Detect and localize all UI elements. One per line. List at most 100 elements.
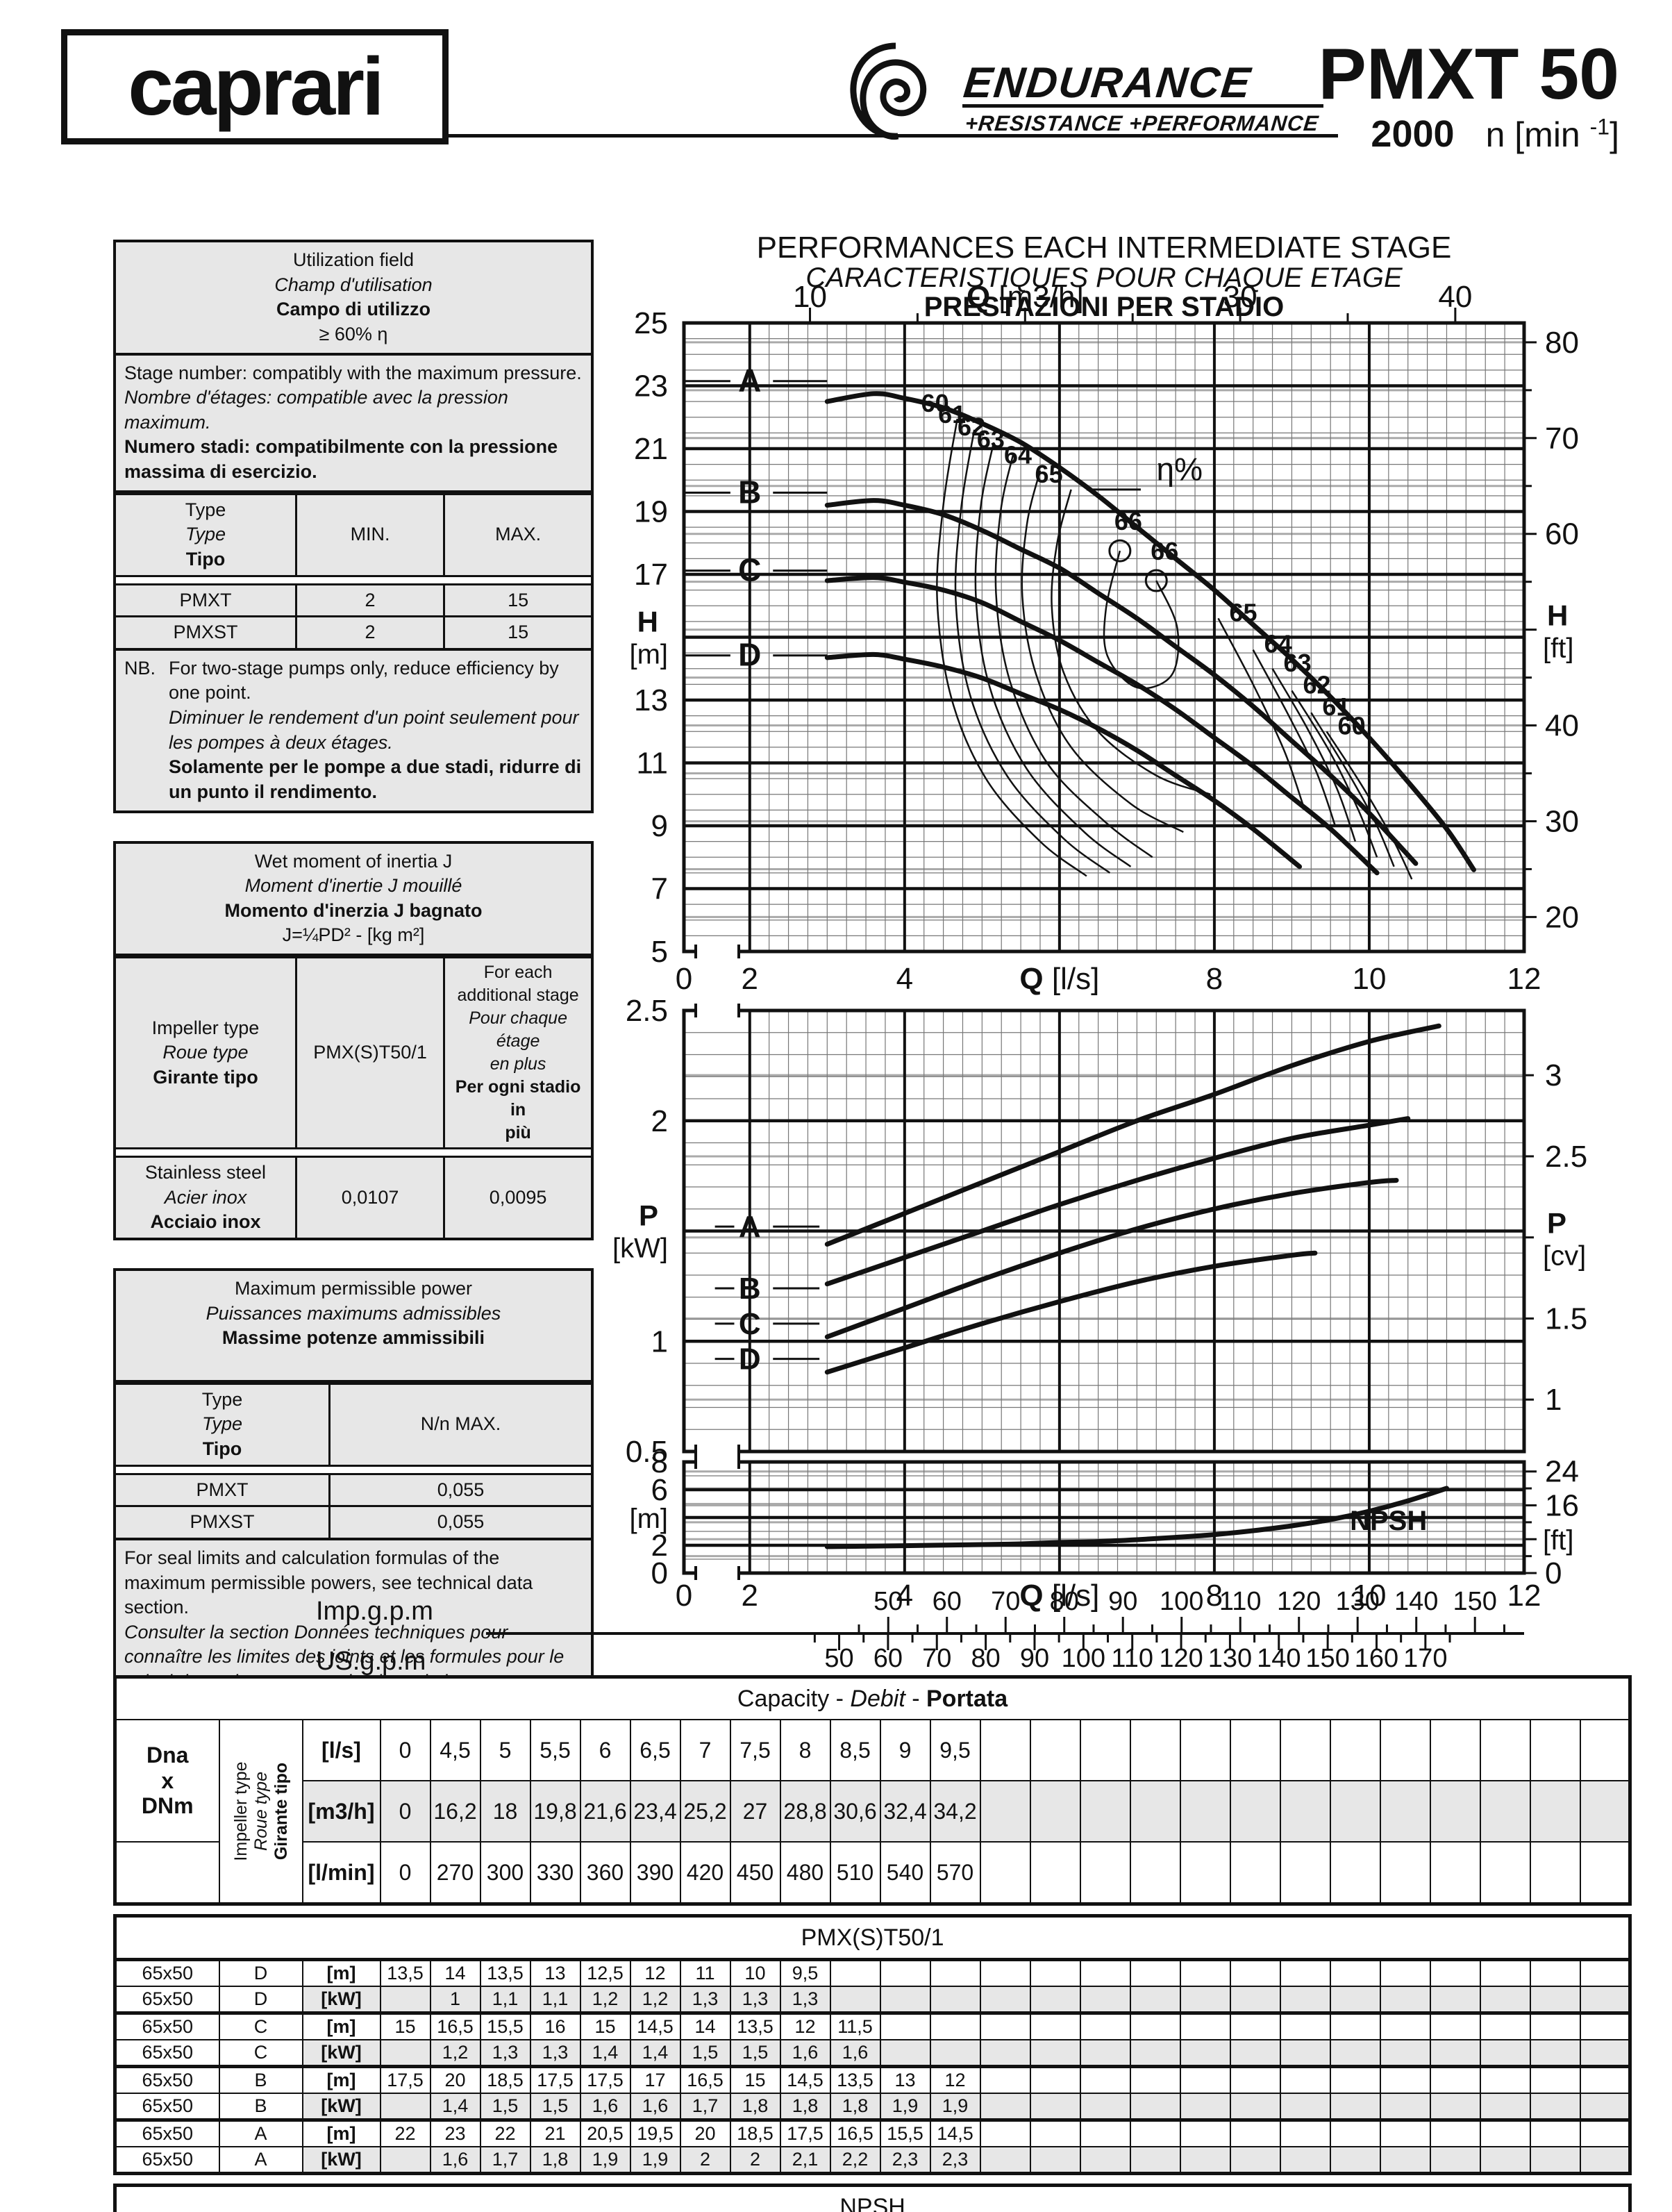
eta-percent-label: η% — [1156, 451, 1202, 487]
value-cell: 1,6 — [429, 2146, 481, 2174]
value-cell: 12 — [629, 1958, 681, 1987]
efficiency-contour — [954, 429, 1111, 874]
minmax-type-en: Type — [185, 499, 226, 520]
value-cell — [929, 2039, 981, 2068]
efficiency-contour — [1271, 668, 1357, 842]
dn-size-cell: 65x50 — [114, 2093, 220, 2121]
value-cell — [1429, 1780, 1481, 1843]
power-box: Maximum permissible power Puissances max… — [113, 1267, 594, 1383]
value-cell — [1179, 1719, 1231, 1781]
impeller-model: PMX(S)T50/1 — [294, 956, 446, 1149]
value-cell — [1079, 2118, 1131, 2147]
inertia-en: Wet moment of inertia J — [254, 850, 453, 872]
value-cell: 23,4 — [629, 1780, 681, 1843]
value-cell: 7 — [679, 1719, 731, 1781]
tspan: [l/s] — [1044, 962, 1100, 996]
value-cell — [1479, 2118, 1531, 2147]
chart-subtitle-it: PRESTAZIONI PER STADIO — [923, 292, 1285, 322]
value-cell: 5 — [479, 1719, 531, 1781]
value-cell: 22 — [379, 2118, 431, 2147]
value-cell: 1 — [429, 1986, 481, 2014]
chart-frame — [682, 1460, 1526, 1575]
nb-fr: Diminuer le rendement d'un point seuleme… — [169, 707, 579, 753]
value-cell — [1379, 1986, 1431, 2014]
dn-size-cell: 65x50 — [114, 2146, 220, 2174]
minmax-row-min: 2 — [294, 615, 446, 651]
value-cell: 2,2 — [829, 2146, 881, 2174]
value-cell — [1329, 2118, 1381, 2147]
power-row-type: PMXT — [113, 1472, 331, 1508]
value-cell: 13 — [529, 1958, 581, 1987]
tspan: Q — [1019, 1579, 1043, 1613]
curve-letter-D: D — [739, 1342, 761, 1377]
value-cell: 1,2 — [429, 2039, 481, 2068]
value-cell: 11 — [679, 1958, 731, 1987]
us-gpm-label: 60 — [873, 1644, 903, 1673]
stage-number-box: Stage number: compatibly with the maximu… — [113, 355, 594, 493]
dn-size-cell: 65x50 — [114, 1958, 220, 1987]
q-ls-axis-title: Q [l/s] — [1019, 962, 1099, 996]
value-cell: 390 — [629, 1841, 681, 1905]
each-stage-header: For each additional stage Pour chaque ét… — [443, 956, 594, 1149]
unit-cell: [m] — [301, 1958, 381, 1987]
value-cell: 1,8 — [729, 2093, 781, 2121]
value-cell — [1379, 2146, 1431, 2174]
value-cell — [1229, 2146, 1281, 2174]
efficiency-contour — [1310, 712, 1395, 867]
each-it2: più — [505, 1123, 531, 1142]
value-cell — [1229, 2065, 1281, 2094]
value-cell — [1429, 1958, 1481, 1987]
imp-gpm-label: 140 — [1394, 1587, 1438, 1616]
npsh-m-tick-label: 2 — [651, 1529, 668, 1563]
us-gpm-label: 100 — [1062, 1644, 1105, 1673]
value-cell — [1529, 1719, 1581, 1781]
npsh-m-tick-label: 6 — [651, 1473, 668, 1507]
value-cell: 13,5 — [479, 1958, 531, 1987]
value-cell: 18 — [479, 1780, 531, 1843]
minmax-row-max: 15 — [443, 615, 594, 651]
unit-cell: [kW] — [301, 2039, 381, 2068]
value-cell — [1229, 2039, 1281, 2068]
value-cell: 8 — [779, 1719, 831, 1781]
rating-tables: Capacity - Debit - Portata Dna x DNm Impelle… — [113, 1675, 1632, 2212]
value-cell — [1179, 2093, 1231, 2121]
value-cell — [1329, 1841, 1381, 1905]
value-cell — [1579, 2118, 1631, 2147]
value-cell — [1529, 2118, 1581, 2147]
value-cell — [1229, 1841, 1281, 1905]
value-cell — [1279, 1958, 1331, 1987]
value-cell: 540 — [879, 1841, 931, 1905]
value-cell — [1279, 2118, 1331, 2147]
inertia-table: Impeller type Roue type Girante tipo PMX… — [113, 956, 594, 1240]
inertia-it: Momento d'inerzia J bagnato — [224, 899, 483, 921]
curve-letter-C: C — [739, 1307, 761, 1341]
value-cell — [1179, 1780, 1231, 1843]
value-cell: 480 — [779, 1841, 831, 1905]
value-cell — [1329, 1958, 1381, 1987]
imp-gpm-caption: Imp.g.p.m — [316, 1597, 433, 1626]
utilization-it: Campo di utilizzo — [276, 299, 430, 320]
h-ft-tick-label: 40 — [1545, 709, 1579, 743]
m3h-axis-title: Q [m3/h] — [967, 280, 1084, 314]
speed-unit-sup: -1 — [1589, 114, 1610, 140]
power-curve-B — [824, 1116, 1411, 1287]
unit-cell: [kW] — [301, 1986, 381, 2014]
value-cell: 13 — [879, 2065, 931, 2094]
h-ft-tick-label: 60 — [1545, 517, 1579, 551]
value-cell: 4,5 — [429, 1719, 481, 1781]
value-cell: 15 — [729, 2065, 781, 2094]
value-cell — [1229, 1780, 1281, 1843]
curve-letter-B: B — [739, 1272, 761, 1306]
value-cell — [1529, 1958, 1581, 1987]
impeller-letter-cell: C — [218, 2011, 303, 2040]
unit-cell: [m3/h] — [301, 1780, 381, 1843]
value-cell — [1579, 2093, 1631, 2121]
value-cell: 510 — [829, 1841, 881, 1905]
value-cell — [1279, 1986, 1331, 2014]
efficiency-contour — [974, 442, 1132, 867]
npsh-ft-axis-unit: [ft] — [1543, 1525, 1573, 1556]
h-m-axis-unit: [m] — [629, 640, 668, 670]
value-cell — [379, 2093, 431, 2121]
imp-gpm-label: 110 — [1219, 1587, 1262, 1616]
value-cell — [1029, 1841, 1081, 1905]
